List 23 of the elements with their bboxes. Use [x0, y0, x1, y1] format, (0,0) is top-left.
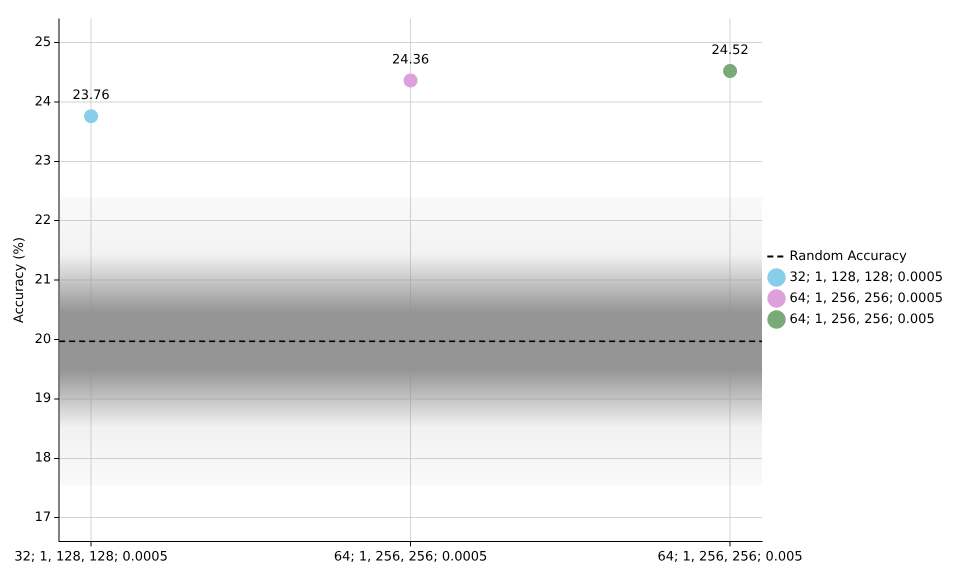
legend-label: 32; 1, 128, 128; 0.0005 — [790, 270, 944, 285]
data-label: 24.36 — [392, 52, 430, 68]
y-tick-label: 17 — [34, 510, 52, 526]
y-tick-label: 21 — [34, 272, 52, 288]
y-tick-label: 23 — [34, 154, 52, 169]
point — [84, 109, 98, 124]
point — [404, 74, 418, 88]
legend-label: Random Accuracy — [790, 248, 908, 264]
data-label: 23.76 — [72, 88, 110, 104]
y-tick-label: 25 — [34, 34, 52, 50]
y-tick-label: 18 — [34, 450, 52, 466]
legend-label: 64; 1, 256, 256; 0.0005 — [790, 290, 944, 306]
x-tick-label: 32; 1, 128, 128; 0.0005 — [14, 550, 168, 565]
y-tick-label: 22 — [34, 213, 52, 228]
x-tick-label: 64; 1, 256, 256; 0.0005 — [334, 550, 488, 565]
y-tick-label: 24 — [34, 94, 52, 110]
data-label: 24.52 — [711, 42, 749, 58]
y-tick-label: 20 — [34, 332, 52, 347]
y-axis-title: Accuracy (%) — [12, 237, 28, 324]
point — [723, 64, 738, 78]
y-tick-label: 19 — [34, 391, 52, 406]
legend-label: 64; 1, 256, 256; 0.005 — [790, 312, 935, 327]
x-tick-label: 64; 1, 256, 256; 0.005 — [657, 550, 803, 565]
